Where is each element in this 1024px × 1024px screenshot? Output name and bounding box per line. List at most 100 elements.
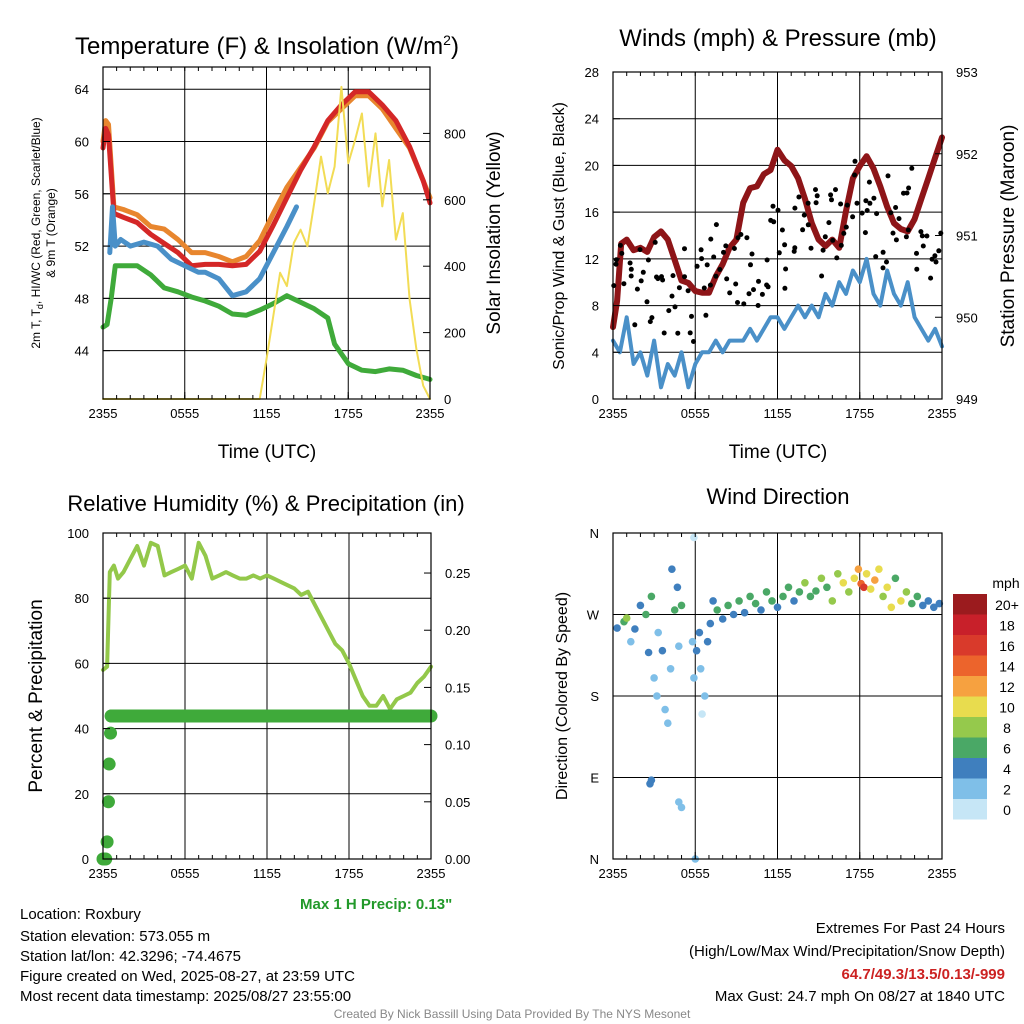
temperature-panel: Temperature (F) & Insolation (W/m2) 2355… bbox=[29, 32, 505, 463]
wind-direction-point bbox=[627, 637, 635, 646]
gust-point bbox=[859, 210, 865, 216]
gust-point bbox=[619, 250, 625, 256]
gust-point bbox=[838, 242, 844, 248]
y2-tick-label: 400 bbox=[444, 259, 466, 274]
winds-panel-title: Winds (mph) & Pressure (mb) bbox=[619, 25, 936, 52]
gust-point bbox=[675, 330, 681, 336]
gust-point bbox=[830, 237, 836, 243]
y-tick-label: E bbox=[590, 771, 599, 786]
wind-direction-point bbox=[862, 570, 871, 578]
gust-point bbox=[666, 308, 672, 314]
gust-point bbox=[733, 281, 739, 287]
wind-direction-point bbox=[806, 592, 815, 601]
temperature-y-label: 2m T, Td, HI/WC (Red, Green, Scarlet/Blu… bbox=[29, 117, 45, 348]
wind-direction-point bbox=[654, 628, 662, 637]
gust-point bbox=[852, 172, 857, 178]
gust-point bbox=[805, 200, 811, 206]
wind-direction-point bbox=[768, 597, 776, 605]
y2-tick-label: 0.05 bbox=[445, 795, 470, 810]
gust-point bbox=[850, 214, 856, 220]
extremes-subtitle: (High/Low/Max Wind/Precipitation/Snow De… bbox=[689, 943, 1005, 960]
wind-direction-point bbox=[757, 606, 765, 614]
gust-point bbox=[918, 229, 924, 235]
station-elevation: Station elevation: 573.055 m bbox=[20, 928, 211, 945]
gust-point bbox=[701, 285, 707, 291]
wind-direction-point bbox=[801, 579, 809, 587]
x-tick-label: 0555 bbox=[170, 406, 199, 421]
y2-tick-label: 949 bbox=[956, 392, 978, 407]
gust-point bbox=[920, 243, 926, 249]
gust-point bbox=[873, 254, 879, 260]
wind-direction-point bbox=[751, 599, 760, 608]
y-tick-label: 24 bbox=[585, 112, 599, 127]
gust-point bbox=[841, 230, 847, 236]
gust-point bbox=[704, 262, 710, 268]
series-line bbox=[100, 89, 433, 269]
temperature-x-label: Time (UTC) bbox=[218, 442, 317, 463]
wind-direction-point bbox=[902, 588, 911, 596]
gust-point bbox=[852, 158, 858, 164]
gust-point bbox=[905, 227, 911, 233]
y-tick-label: 64 bbox=[75, 82, 89, 97]
winds-y-label: Sonic/Prop Wind & Gust (Blue, Black) bbox=[551, 102, 568, 370]
y-tick-label: 20 bbox=[585, 158, 599, 173]
gust-point bbox=[654, 274, 659, 280]
y-tick-label: 60 bbox=[75, 656, 89, 671]
gust-point bbox=[685, 288, 691, 294]
humidity-panel-title: Relative Humidity (%) & Precipitation (i… bbox=[67, 491, 464, 516]
gust-point bbox=[738, 232, 744, 237]
y-tick-label: 4 bbox=[592, 345, 599, 360]
wind-direction-point bbox=[850, 574, 859, 583]
wind-direction-point bbox=[823, 583, 831, 592]
y-tick-label: S bbox=[590, 689, 599, 704]
wind-direction-point bbox=[790, 597, 798, 605]
gust-point bbox=[808, 245, 814, 251]
legend-label: 18 bbox=[999, 618, 1015, 634]
y2-tick-label: 0.25 bbox=[445, 566, 470, 581]
gust-point bbox=[838, 201, 844, 207]
wind-direction-point bbox=[696, 665, 705, 673]
gust-point bbox=[783, 266, 789, 272]
wind-direction-point bbox=[698, 710, 706, 718]
gust-point bbox=[826, 220, 832, 226]
series-line bbox=[101, 540, 433, 711]
gust-point bbox=[819, 273, 825, 279]
max-gust: Max Gust: 24.7 mph On 08/27 at 1840 UTC bbox=[714, 988, 1005, 1005]
wind-direction-point bbox=[913, 592, 922, 601]
gust-point bbox=[796, 194, 802, 200]
y-tick-label: 44 bbox=[75, 344, 89, 359]
gust-point bbox=[670, 273, 676, 279]
gust-point bbox=[890, 230, 896, 236]
series-line bbox=[102, 85, 431, 400]
wind-direction-point bbox=[692, 646, 701, 655]
y-tick-label: 48 bbox=[75, 291, 89, 306]
wind-direction-point bbox=[935, 599, 944, 608]
gust-point bbox=[689, 313, 694, 319]
gust-point bbox=[885, 173, 891, 179]
gust-point bbox=[698, 247, 704, 253]
precip-point bbox=[102, 757, 116, 771]
y-tick-label: N bbox=[590, 852, 599, 867]
gust-point bbox=[672, 304, 678, 310]
gust-point bbox=[682, 274, 687, 280]
wind-direction-point bbox=[658, 646, 667, 655]
gust-point bbox=[880, 265, 886, 271]
legend-swatch bbox=[953, 676, 987, 697]
wind-direction-point bbox=[784, 583, 793, 592]
extremes-values: 64.7/49.3/13.5/0.13/-999 bbox=[841, 966, 1005, 983]
wind-direction-point bbox=[690, 674, 698, 682]
legend-swatch bbox=[953, 696, 987, 717]
gust-point bbox=[687, 330, 693, 336]
x-tick-label: 1755 bbox=[845, 866, 874, 881]
gust-point bbox=[735, 235, 741, 241]
x-tick-label: 2355 bbox=[89, 406, 118, 421]
x-tick-label: 1155 bbox=[764, 406, 792, 421]
legend-label: 0 bbox=[1003, 802, 1011, 818]
gust-point bbox=[874, 211, 880, 217]
gust-point bbox=[829, 197, 834, 203]
gust-point bbox=[708, 236, 714, 242]
gust-point bbox=[703, 312, 709, 318]
gust-point bbox=[691, 339, 696, 344]
wind-direction-point bbox=[779, 592, 787, 601]
